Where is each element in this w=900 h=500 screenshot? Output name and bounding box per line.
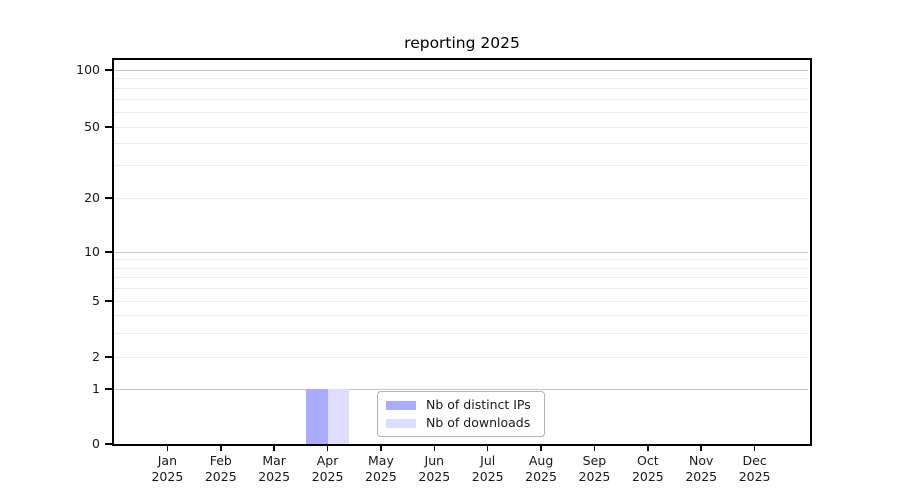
- x-tick-mark: [700, 446, 703, 451]
- y-tick-label: 2: [92, 349, 100, 364]
- x-tick-label: Nov 2025: [685, 453, 718, 484]
- gridline-y-3: [114, 332, 808, 334]
- x-tick-label: Oct 2025: [631, 453, 664, 484]
- y-tick-mark: [105, 197, 112, 199]
- gridline-y-40: [114, 142, 808, 144]
- plot-area: [112, 58, 812, 446]
- y-tick-label: 5: [92, 293, 100, 308]
- y-tick-label: 50: [84, 119, 100, 134]
- y-tick-label: 20: [84, 190, 100, 205]
- x-tick-label: Jan 2025: [151, 453, 184, 484]
- legend-swatch: [386, 418, 416, 428]
- x-tick-mark: [219, 446, 222, 451]
- gridline-y-100: [114, 69, 808, 71]
- y-tick-mark: [105, 69, 112, 71]
- y-tick-mark: [105, 356, 112, 358]
- gridline-y-70: [114, 98, 808, 100]
- gridline-y-6: [114, 287, 808, 289]
- x-tick-mark: [273, 446, 275, 451]
- x-tick-label: Jul 2025: [471, 453, 504, 484]
- gridline-y-9: [114, 258, 808, 260]
- gridline-y-2: [114, 356, 808, 358]
- x-tick-mark: [380, 446, 382, 451]
- x-tick-mark: [326, 446, 329, 451]
- x-tick-label: Mar 2025: [258, 453, 291, 484]
- x-tick-mark: [753, 446, 756, 451]
- gridline-y-5: [114, 300, 808, 302]
- gridline-y-80: [114, 87, 808, 89]
- y-tick-mark: [105, 126, 112, 128]
- gridline-y-10: [114, 251, 808, 253]
- y-tick-mark: [105, 443, 112, 445]
- bar-nb-of-distinct-ips-3: [306, 389, 328, 444]
- y-tick-mark: [105, 388, 112, 390]
- chart-title: reporting 2025: [404, 34, 520, 52]
- gridline-y-7: [114, 276, 808, 278]
- gridline-y-30: [114, 164, 808, 166]
- gridline-y-90: [114, 77, 808, 79]
- gridline-y-60: [114, 111, 808, 113]
- x-tick-label: Dec 2025: [738, 453, 771, 484]
- legend-item: Nb of distinct IPs: [386, 398, 536, 412]
- x-tick-label: Aug 2025: [525, 453, 557, 484]
- x-tick-mark: [593, 446, 596, 451]
- y-tick-label: 10: [84, 244, 100, 259]
- gridline-y-4: [114, 314, 808, 316]
- x-tick-label: Jun 2025: [418, 453, 451, 484]
- y-tick-label: 1: [92, 381, 100, 396]
- bar-nb-of-downloads-3: [327, 389, 349, 444]
- y-tick-mark: [105, 251, 112, 253]
- x-tick-mark: [540, 446, 542, 451]
- gridline-y-20: [114, 197, 808, 199]
- legend: Nb of distinct IPs Nb of downloads: [377, 391, 545, 437]
- x-tick-mark: [486, 446, 489, 451]
- y-tick-label: 100: [76, 62, 100, 77]
- x-tick-mark: [433, 446, 436, 451]
- y-tick-label: 0: [92, 436, 100, 451]
- legend-label: Nb of downloads: [426, 415, 531, 430]
- x-tick-label: Sep 2025: [578, 453, 611, 484]
- x-tick-label: May 2025: [365, 453, 397, 484]
- legend-item: Nb of downloads: [386, 416, 536, 430]
- x-tick-mark: [166, 446, 169, 451]
- y-tick-mark: [105, 300, 112, 302]
- x-tick-label: Feb 2025: [204, 453, 237, 484]
- legend-swatch: [386, 400, 416, 410]
- gridline-y-50: [114, 126, 808, 128]
- x-tick-label: Apr 2025: [311, 453, 344, 484]
- gridline-y-1: [114, 388, 808, 390]
- gridline-y-8: [114, 267, 808, 269]
- legend-label: Nb of distinct IPs: [426, 397, 531, 412]
- x-tick-mark: [647, 446, 649, 451]
